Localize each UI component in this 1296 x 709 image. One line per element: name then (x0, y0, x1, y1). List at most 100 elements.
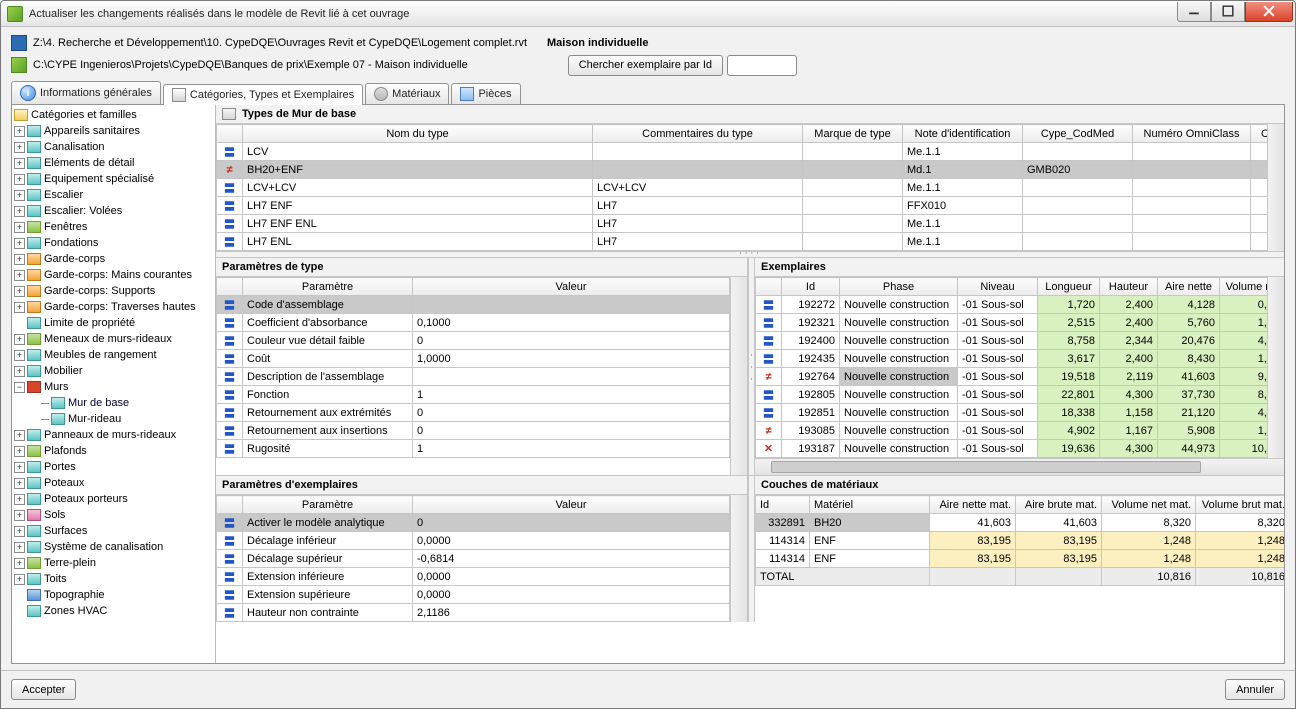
types-vertical-scrollbar[interactable] (1267, 124, 1284, 251)
ptype-col-header[interactable]: Paramètre (243, 278, 413, 296)
tree-node[interactable]: Limite de propriété (12, 315, 215, 331)
pex-row[interactable]: 〓Extension inférieure0,0000 (217, 568, 730, 586)
types-col-header[interactable]: Marque de type (803, 125, 903, 143)
tree-node[interactable]: +Surfaces (12, 523, 215, 539)
ptype-row[interactable]: 〓Couleur vue détail faible0 (217, 332, 730, 350)
tree-expand-toggle[interactable]: + (14, 510, 25, 521)
tab-0[interactable]: iInformations générales (11, 81, 161, 104)
tree-node[interactable]: +Escalier (12, 187, 215, 203)
types-row[interactable]: 〓LH7 ENF ENLLH7Me.1.10,1050 (217, 215, 1268, 233)
ex-row[interactable]: 〓192435Nouvelle construction-01 Sous-sol… (756, 350, 1268, 368)
types-col-header[interactable]: Cype_CodMed (1023, 125, 1133, 143)
vertical-splitter-2[interactable] (748, 476, 755, 622)
types-col-header[interactable]: Code d'assemblage (1251, 125, 1268, 143)
tree-node[interactable]: +Garde-corps: Mains courantes (12, 267, 215, 283)
couches-col-header[interactable]: Id (756, 496, 810, 514)
types-row[interactable]: 〓LCV+LCVLCV+LCVMe.1.10,3500 (217, 179, 1268, 197)
pex-row[interactable]: 〓Décalage supérieur-0,6814 (217, 550, 730, 568)
couches-row[interactable]: 114314ENF83,19583,1951,2481,248 (756, 550, 1285, 568)
ptype-row[interactable]: 〓Retournement aux extrémités0 (217, 404, 730, 422)
tree-expand-toggle[interactable]: + (14, 238, 25, 249)
tab-1[interactable]: Catégories, Types et Exemplaires (163, 84, 363, 105)
ptype-row[interactable]: 〓Rugosité1 (217, 440, 730, 458)
tree-expand-toggle[interactable]: + (14, 542, 25, 553)
vertical-splitter[interactable]: ··· (748, 258, 755, 475)
tree-node[interactable]: Zones HVAC (12, 603, 215, 619)
tree-node[interactable]: +Appareils sanitaires (12, 123, 215, 139)
pex-col-header[interactable]: Paramètre (243, 496, 413, 514)
exemplaires-h-scrollbar[interactable] (755, 458, 1284, 475)
tree-expand-toggle[interactable]: + (14, 254, 25, 265)
tree-node[interactable]: +Garde-corps: Supports (12, 283, 215, 299)
tree-node[interactable]: +Fondations (12, 235, 215, 251)
couches-grid[interactable]: IdMatérielAire nette mat.Aire brute mat.… (755, 495, 1284, 586)
types-row[interactable]: ≠BH20+ENFMd.1GMB0200,2300 (217, 161, 1268, 179)
tree-expand-toggle[interactable]: + (14, 334, 25, 345)
params-type-grid[interactable]: ParamètreValeur〓Code d'assemblage〓Coeffi… (216, 277, 730, 458)
ex-row[interactable]: 〓192321Nouvelle construction-01 Sous-sol… (756, 314, 1268, 332)
tree-node[interactable]: +Poteaux (12, 475, 215, 491)
ex-col-header[interactable]: Volume n (1220, 278, 1268, 296)
types-row[interactable]: 〓LH7 ENFLH7FFX0100,1050 (217, 197, 1268, 215)
tree-expand-toggle[interactable]: + (14, 478, 25, 489)
ptype-col-header[interactable]: Valeur (413, 278, 730, 296)
tree-expand-toggle[interactable]: + (14, 350, 25, 361)
pex-row[interactable]: 〓Extension supérieure0,0000 (217, 586, 730, 604)
tree-node[interactable]: Mur-rideau (12, 411, 215, 427)
tree-expand-toggle[interactable]: + (14, 286, 25, 297)
params-type-scrollbar[interactable] (730, 277, 747, 475)
tree-expand-toggle[interactable]: + (14, 302, 25, 313)
tree-node[interactable]: Mur de base (12, 395, 215, 411)
tree-node[interactable]: +Meneaux de murs-rideaux (12, 331, 215, 347)
tree-node[interactable]: +Sols (12, 507, 215, 523)
tree-node[interactable]: +Eléments de détail (12, 155, 215, 171)
tab-3[interactable]: Pièces (451, 83, 520, 104)
tree-expand-toggle[interactable]: + (14, 366, 25, 377)
tree-expand-toggle[interactable]: + (14, 494, 25, 505)
ptype-row[interactable]: 〓Coût1,0000 (217, 350, 730, 368)
tree-expand-toggle[interactable]: + (14, 430, 25, 441)
pex-row[interactable]: 〓Activer le modèle analytique0 (217, 514, 730, 532)
tree-node[interactable]: +Escalier: Volées (12, 203, 215, 219)
ex-col-header[interactable]: Longueur (1038, 278, 1100, 296)
maximize-button[interactable] (1211, 2, 1245, 22)
tab-2[interactable]: Matériaux (365, 83, 449, 104)
ptype-row[interactable]: 〓Coefficient d'absorbance0,1000 (217, 314, 730, 332)
tree-expand-toggle[interactable]: + (14, 126, 25, 137)
types-grid[interactable]: Nom du typeCommentaires du typeMarque de… (216, 124, 1267, 251)
tree-node[interactable]: +Equipement spécialisé (12, 171, 215, 187)
tree-node[interactable]: +Terre-plein (12, 555, 215, 571)
types-col-header[interactable]: Commentaires du type (593, 125, 803, 143)
types-row[interactable]: 〓LCVMe.1.10,2500 (217, 143, 1268, 161)
ex-row[interactable]: ✕193187Nouvelle construction-01 Sous-sol… (756, 440, 1268, 458)
types-row[interactable]: 〓LH7 ENLLH7Me.1.10,1050 (217, 233, 1268, 251)
tree-expand-toggle[interactable]: + (14, 270, 25, 281)
tree-expand-toggle[interactable]: + (14, 574, 25, 585)
tree-expand-toggle[interactable]: + (14, 222, 25, 233)
tree-expand-toggle[interactable]: + (14, 558, 25, 569)
tree-expand-toggle[interactable]: + (14, 158, 25, 169)
ex-col-header[interactable]: Niveau (958, 278, 1038, 296)
couches-col-header[interactable]: Volume brut mat. (1196, 496, 1285, 514)
tree-expand-toggle[interactable]: + (14, 462, 25, 473)
tree-node[interactable]: Topographie (12, 587, 215, 603)
ex-col-header[interactable]: Aire nette (1158, 278, 1220, 296)
exemplaires-v-scrollbar[interactable] (1267, 277, 1284, 458)
minimize-button[interactable] (1177, 2, 1211, 22)
couches-row[interactable]: 114314ENF83,19583,1951,2481,248 (756, 532, 1285, 550)
accept-button[interactable]: Accepter (11, 679, 76, 700)
ex-row[interactable]: 〓192272Nouvelle construction-01 Sous-sol… (756, 296, 1268, 314)
couches-col-header[interactable]: Aire nette mat. (930, 496, 1016, 514)
tree-expand-toggle[interactable]: + (14, 526, 25, 537)
tree-node[interactable]: +Portes (12, 459, 215, 475)
ex-row[interactable]: 〓192805Nouvelle construction-01 Sous-sol… (756, 386, 1268, 404)
tree-expand-toggle[interactable]: + (14, 206, 25, 217)
tree-node[interactable]: −Murs (12, 379, 215, 395)
couches-row[interactable]: 332891BH2041,60341,6038,3208,320 (756, 514, 1285, 532)
cancel-button[interactable]: Annuler (1225, 679, 1285, 700)
tree-node[interactable]: +Garde-corps (12, 251, 215, 267)
couches-col-header[interactable]: Matériel (810, 496, 930, 514)
tree-node[interactable]: +Toits (12, 571, 215, 587)
ptype-row[interactable]: 〓Fonction1 (217, 386, 730, 404)
search-by-id-button[interactable]: Chercher exemplaire par Id (568, 55, 723, 76)
